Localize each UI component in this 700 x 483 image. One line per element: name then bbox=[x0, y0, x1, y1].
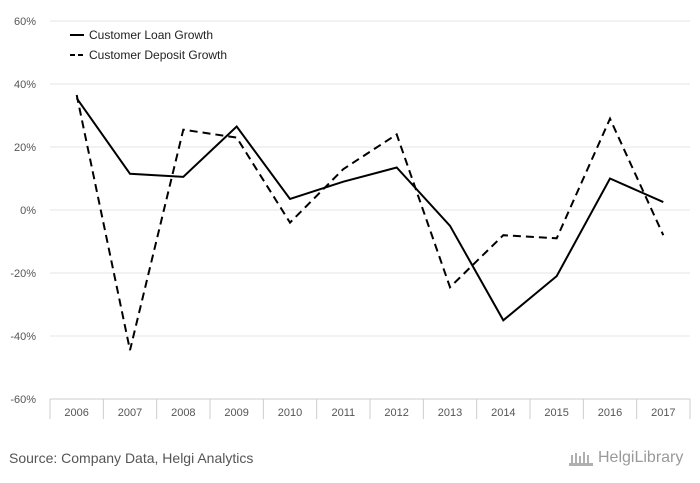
y-tick-label: -20% bbox=[10, 268, 36, 280]
y-tick-label: -40% bbox=[10, 331, 36, 343]
y-tick-label: 20% bbox=[14, 142, 36, 154]
y-tick-label: 0% bbox=[20, 205, 36, 217]
x-tick-label: 2009 bbox=[224, 407, 248, 419]
x-tick-label: 2006 bbox=[64, 407, 88, 419]
x-tick-label: 2007 bbox=[118, 407, 142, 419]
source-note: Source: Company Data, Helgi Analytics bbox=[9, 450, 254, 466]
y-tick-label: 40% bbox=[14, 79, 36, 91]
library-building-icon bbox=[569, 452, 593, 466]
x-tick-label: 2010 bbox=[278, 407, 302, 419]
series-line-deposit-growth bbox=[75, 94, 665, 351]
legend-label: Customer Deposit Growth bbox=[89, 48, 227, 62]
series-line-loan-growth bbox=[75, 97, 664, 322]
y-tick-label: 60% bbox=[14, 16, 36, 28]
logo-text: HelgiLibrary bbox=[598, 449, 684, 466]
x-tick-label: 2017 bbox=[651, 407, 675, 419]
y-tick-label: -60% bbox=[10, 394, 36, 406]
x-tick-label: 2016 bbox=[598, 407, 622, 419]
helgi-library-logo[interactable]: HelgiLibrary bbox=[568, 449, 683, 467]
x-tick-label: 2015 bbox=[544, 407, 568, 419]
line-chart: 60% 40% 20% 0% -20% -40% -60% 2006 2007 2008 2009 2… bbox=[10, 16, 691, 419]
x-tick-label: 2014 bbox=[491, 407, 515, 419]
x-tick-label: 2011 bbox=[332, 407, 356, 419]
legend-label: Customer Loan Growth bbox=[89, 28, 213, 42]
x-tick-label: 2013 bbox=[438, 407, 462, 419]
x-tick-label: 2008 bbox=[171, 407, 195, 419]
x-tick-label: 2012 bbox=[384, 407, 408, 419]
